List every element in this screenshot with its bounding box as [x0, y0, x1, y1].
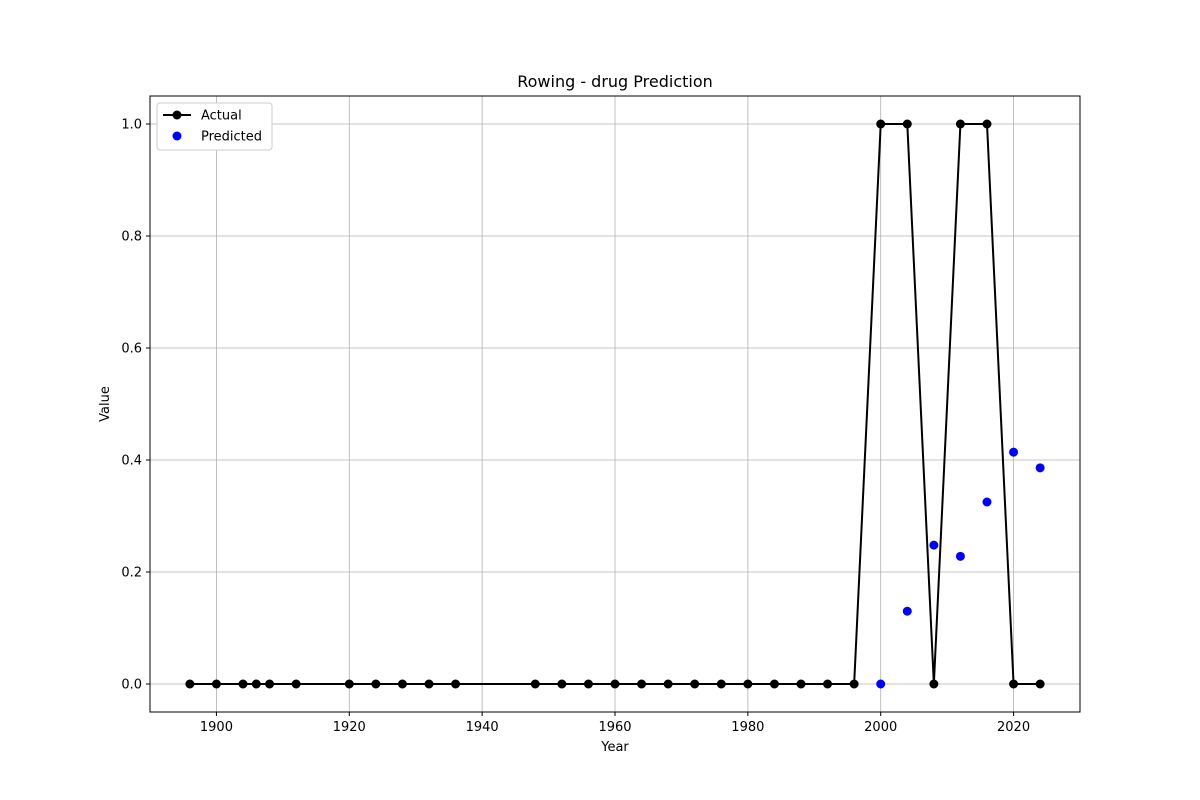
actual-point: [397, 679, 407, 689]
actual-point: [876, 119, 886, 129]
actual-point: [1009, 679, 1019, 689]
legend-actual-marker: [172, 110, 182, 120]
series-predicted: [876, 447, 1045, 689]
actual-point: [291, 679, 301, 689]
chart-title: Rowing - drug Prediction: [517, 72, 713, 91]
x-tick-label: 1980: [731, 720, 764, 735]
actual-point: [796, 679, 806, 689]
y-tick-label: 0.0: [121, 678, 142, 693]
actual-point: [344, 679, 354, 689]
predicted-point: [929, 540, 939, 550]
actual-point: [251, 679, 261, 689]
predicted-point: [876, 679, 886, 689]
x-axis-title: Year: [600, 740, 629, 755]
predicted-point: [1009, 447, 1019, 457]
actual-point: [769, 679, 779, 689]
actual-point: [902, 119, 912, 129]
predicted-point: [1035, 463, 1045, 473]
actual-point: [955, 119, 965, 129]
x-tick-label: 1940: [466, 720, 499, 735]
predicted-point: [982, 497, 992, 507]
x-tick-label: 1900: [200, 720, 233, 735]
actual-point: [371, 679, 381, 689]
x-tick-label: 2020: [997, 720, 1030, 735]
x-axis-ticks: 1900 1920 1940 1960 1980 2000 2020: [200, 712, 1030, 735]
y-axis-title: Value: [98, 386, 113, 422]
legend-actual-label: Actual: [201, 109, 242, 124]
actual-point: [238, 679, 248, 689]
predicted-point: [902, 606, 912, 616]
actual-point: [982, 119, 992, 129]
legend: Actual Predicted: [156, 102, 273, 151]
series-actual: [185, 119, 1045, 689]
actual-point: [849, 679, 859, 689]
actual-point: [743, 679, 753, 689]
predicted-point: [955, 551, 965, 561]
x-tick-label: 2000: [864, 720, 897, 735]
actual-point: [823, 679, 833, 689]
x-tick-label: 1960: [598, 720, 631, 735]
x-tick-label: 1920: [333, 720, 366, 735]
y-tick-label: 1.0: [121, 118, 142, 133]
y-tick-label: 0.8: [121, 230, 142, 245]
y-tick-label: 0.2: [121, 566, 142, 581]
actual-point: [530, 679, 540, 689]
legend-predicted-label: Predicted: [201, 130, 262, 145]
actual-point: [716, 679, 726, 689]
actual-point: [557, 679, 567, 689]
actual-point: [610, 679, 620, 689]
y-axis-ticks: 0.0 0.2 0.4 0.6 0.8 1.0: [121, 118, 150, 693]
actual-point: [424, 679, 434, 689]
actual-point: [663, 679, 673, 689]
actual-point: [1035, 679, 1045, 689]
actual-point: [211, 679, 221, 689]
y-tick-label: 0.6: [121, 342, 142, 357]
actual-point: [583, 679, 593, 689]
actual-point: [451, 679, 461, 689]
actual-point: [690, 679, 700, 689]
actual-point: [185, 679, 195, 689]
actual-point: [929, 679, 939, 689]
actual-point: [265, 679, 275, 689]
actual-point: [637, 679, 647, 689]
y-tick-label: 0.4: [121, 454, 142, 469]
legend-predicted-marker: [172, 131, 182, 141]
